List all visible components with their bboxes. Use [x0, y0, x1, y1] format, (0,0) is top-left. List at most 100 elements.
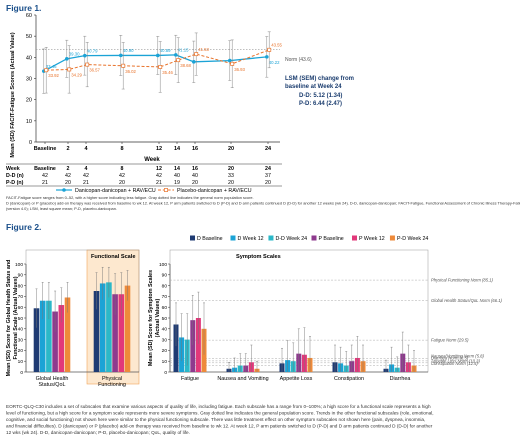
norm-label: Constipation Norm (12.5)	[431, 361, 478, 366]
table-row-label: P-D (n)	[6, 180, 24, 186]
data-label: 36.57	[89, 68, 100, 73]
norm-label: Physical Functioning Norm (85.1)	[431, 278, 494, 283]
table-cell: 20	[65, 180, 71, 186]
x-tick-label: 2	[66, 146, 69, 152]
bar	[124, 285, 131, 372]
y-tick-label: 10	[162, 359, 168, 365]
table-cell: 20	[119, 180, 125, 186]
legend-label: P-D Week 24	[397, 236, 428, 242]
y-tick-label: 10	[26, 119, 32, 125]
norm-label: Appetite Loss Norm (10.3)	[430, 358, 480, 363]
table-cell: 21	[83, 180, 89, 186]
table-cell: 37	[265, 173, 271, 179]
table-cell: Baseline	[34, 166, 56, 172]
symptom-scale-chart: Symptom Scales 0 10 20 30 40 50 60 70 80 90 100 Fati…	[159, 249, 503, 382]
figure2-title: Figure 2.	[6, 222, 41, 232]
lsm-pd: P-D: 6.44 (2.47)	[299, 101, 342, 107]
y-tick-label: 40	[18, 327, 24, 333]
data-label: 36.02	[125, 69, 136, 74]
table-cell: 42	[156, 173, 162, 179]
data-point	[44, 68, 49, 73]
data-point	[192, 60, 196, 64]
y-tick-label: 40	[162, 327, 168, 333]
bar	[64, 297, 71, 372]
table-cell: 40	[174, 173, 180, 179]
category-label: Functioning	[98, 382, 126, 388]
figure1-title: Figure 1.	[6, 3, 41, 13]
lsm-title-1: LSM (SEM) change from	[285, 76, 354, 82]
bar	[93, 291, 100, 372]
y-tick-label: 60	[18, 305, 24, 311]
y-tick-label: 0	[29, 140, 32, 146]
x-tick-label: 12	[156, 146, 162, 152]
data-point	[83, 53, 87, 58]
table-cell: 40	[192, 173, 198, 179]
table-cell: 16	[192, 166, 198, 172]
data-label: 40.89	[160, 48, 171, 53]
legend-swatch	[230, 235, 236, 241]
figure1-xlabel: Week	[144, 157, 160, 163]
y-tick-label: 20	[18, 348, 24, 354]
table-cell: 42	[119, 173, 125, 179]
data-point	[228, 58, 232, 63]
data-point	[65, 57, 69, 61]
y-tick-label: 30	[162, 337, 168, 343]
legend-label: P Baseline	[319, 236, 344, 242]
data-label: 35.46	[162, 70, 173, 75]
x-tick-label: 4	[84, 146, 88, 152]
table-cell: 24	[265, 166, 271, 172]
x-tick-label: 24	[265, 146, 272, 152]
panel-header: Symptom Scales	[236, 254, 281, 260]
y-tick-label: 0	[164, 370, 167, 376]
y-tick-label: 60	[26, 13, 32, 19]
functional-scale-chart: Functional Scale 0 10 20 30 40 50 60 70 80 90 100 Gl…	[15, 249, 140, 388]
legend-marker	[62, 188, 66, 192]
right-ylabel-1: Mean (SD) Score for Symptom Scales	[148, 270, 154, 366]
x-tick-label: 14	[174, 146, 181, 152]
data-label: 34.29	[71, 72, 82, 77]
data-point	[67, 67, 72, 72]
data-label: 40.90	[123, 48, 134, 53]
table-row-label: D-D (n)	[6, 173, 24, 179]
y-tick-label: 100	[15, 262, 23, 268]
data-point	[156, 53, 160, 58]
legend-label: Danicopan-danicopan + RAV/ECU	[75, 188, 156, 194]
legend-label: Placebo-danicopan + RAV/ECU	[177, 188, 252, 194]
left-ylabel-2: Functional Scale (Actual Values)	[13, 276, 19, 359]
category-label: Appetite Loss	[280, 376, 313, 382]
data-point	[230, 61, 235, 66]
category-label: Status/QoL	[39, 382, 66, 388]
y-tick-label: 90	[162, 273, 168, 279]
legend-swatch	[268, 235, 274, 241]
left-ylabel-1: Mean (SD) Score for Global Health Status…	[6, 260, 12, 377]
data-point	[119, 53, 123, 58]
table-cell: 21	[156, 180, 162, 186]
table-cell: 14	[174, 166, 180, 172]
table-cell: 21	[42, 180, 48, 186]
y-tick-label: 50	[26, 34, 32, 40]
legend-swatch	[389, 235, 395, 241]
y-tick-label: 30	[18, 337, 24, 343]
legend-label: D Week 12	[238, 236, 264, 242]
data-point	[121, 63, 126, 68]
legend-marker	[164, 188, 168, 192]
data-point	[174, 53, 178, 57]
data-label: 33.46	[46, 64, 57, 69]
y-tick-label: 30	[26, 77, 32, 83]
bar	[46, 300, 52, 372]
y-tick-label: 70	[162, 294, 168, 300]
y-tick-label: 90	[18, 273, 24, 279]
lsm-title-2: baseline at Week 24	[285, 84, 342, 90]
bar	[39, 300, 46, 372]
table-cell: 42	[83, 173, 89, 179]
norm-label: Global Health Status/QoL Norm (66.1)	[431, 298, 503, 303]
data-label: 38.68	[180, 63, 191, 68]
x-tick-label: 8	[120, 146, 123, 152]
category-label: Physical	[102, 376, 122, 382]
bar	[173, 324, 179, 372]
right-ylabel-2: (Actual Values)	[155, 298, 161, 337]
figure1-n-table: Week Baseline 2 4 8 12 14 16 20 24D-D (n) 42 42 42 42…	[6, 163, 282, 187]
y-tick-label: 50	[162, 316, 168, 322]
x-tick-label: 16	[192, 146, 198, 152]
